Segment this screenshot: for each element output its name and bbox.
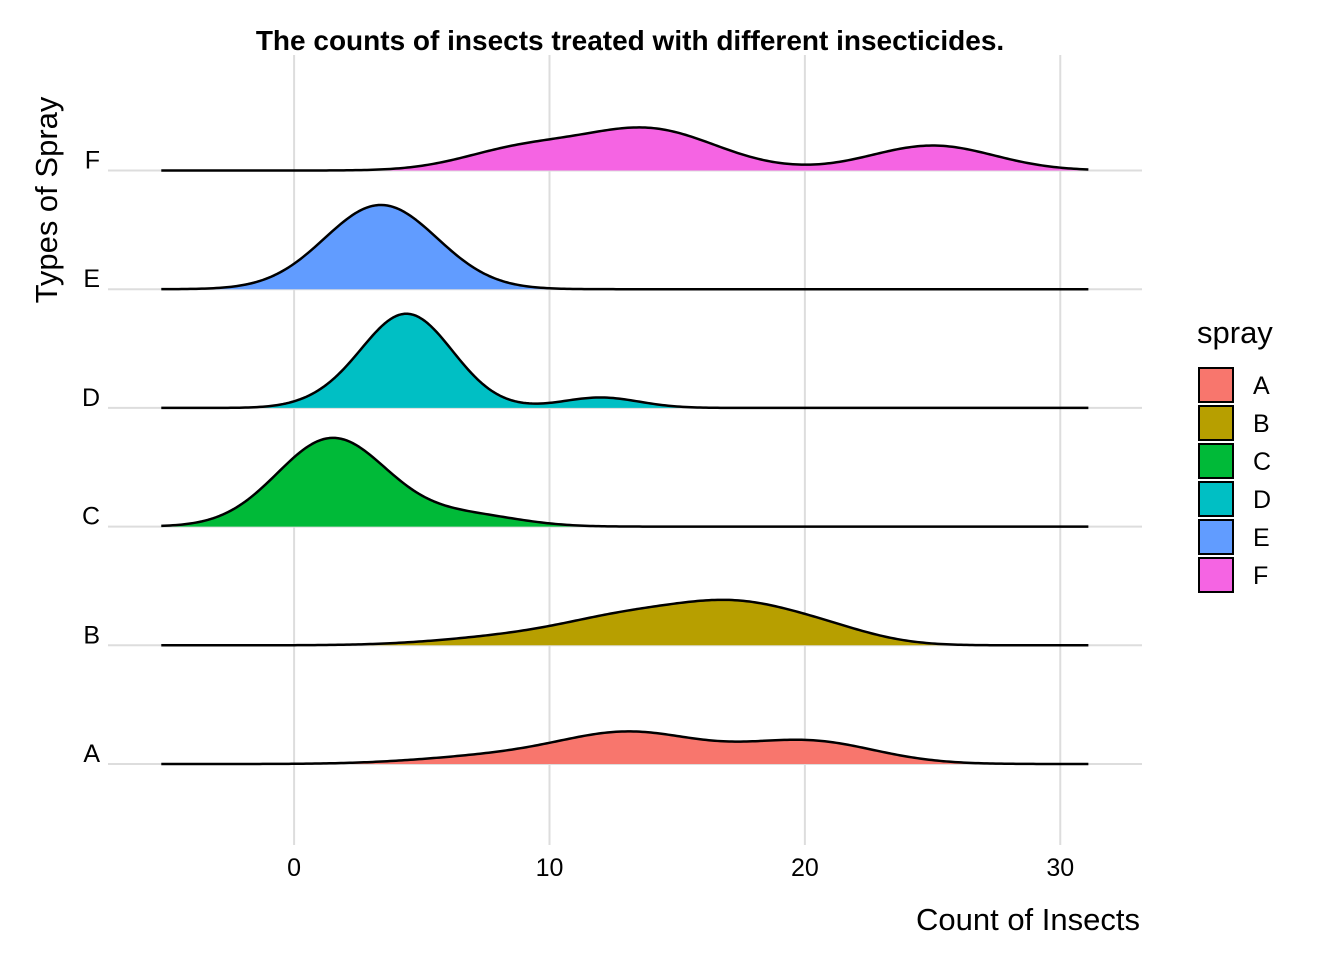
ridges-layer bbox=[161, 126, 1089, 766]
ridge-fill-b bbox=[161, 599, 1089, 646]
legend-label-e: E bbox=[1253, 524, 1270, 552]
y-axis-title: Types of Spray bbox=[29, 96, 64, 303]
ridge-line-a bbox=[161, 730, 1089, 766]
legend-swatch-b bbox=[1198, 405, 1234, 441]
x-tick-label: 0 bbox=[287, 854, 301, 882]
legend-label-d: D bbox=[1253, 486, 1271, 514]
y-tick-label: E bbox=[83, 265, 100, 293]
ridge-line-c bbox=[161, 436, 1089, 528]
y-tick-label: C bbox=[82, 503, 100, 531]
x-tick-label: 30 bbox=[1046, 854, 1074, 882]
ridge-fill-f bbox=[161, 127, 1089, 171]
ridge-fill-e bbox=[161, 204, 1089, 290]
ridge-fill-d bbox=[161, 313, 1089, 408]
ridge-line-f bbox=[161, 126, 1089, 172]
legend-title: spray bbox=[1197, 315, 1273, 350]
y-tick-label: F bbox=[85, 147, 100, 175]
legend-label-b: B bbox=[1253, 410, 1270, 438]
x-tick-label: 10 bbox=[536, 854, 564, 882]
x-tick-label: 20 bbox=[791, 854, 819, 882]
y-tick-labels: A B C D E F bbox=[82, 147, 100, 769]
y-tick-label: D bbox=[82, 384, 100, 412]
y-tick-label: B bbox=[83, 621, 100, 649]
legend-label-a: A bbox=[1253, 372, 1270, 400]
x-tick-labels: 0 10 20 30 bbox=[287, 854, 1074, 882]
ridge-line-e bbox=[161, 203, 1089, 291]
ridge-line-b bbox=[161, 598, 1089, 647]
legend-swatch-f bbox=[1198, 557, 1234, 593]
legend-swatch-a bbox=[1198, 367, 1234, 403]
ridge-fill-c bbox=[161, 437, 1089, 527]
legend-swatch-c bbox=[1198, 443, 1234, 479]
chart-title: The counts of insects treated with diffe… bbox=[256, 25, 1004, 56]
legend-label-f: F bbox=[1253, 562, 1268, 590]
ridge-fill-a bbox=[161, 731, 1089, 764]
x-axis-title: Count of Insects bbox=[916, 902, 1140, 937]
grid-layer bbox=[108, 55, 1142, 845]
legend-swatch-e bbox=[1198, 519, 1234, 555]
y-tick-label: A bbox=[83, 740, 100, 768]
ridge-line-d bbox=[161, 312, 1089, 410]
legend-swatch-d bbox=[1198, 481, 1234, 517]
legend-label-c: C bbox=[1253, 448, 1271, 476]
